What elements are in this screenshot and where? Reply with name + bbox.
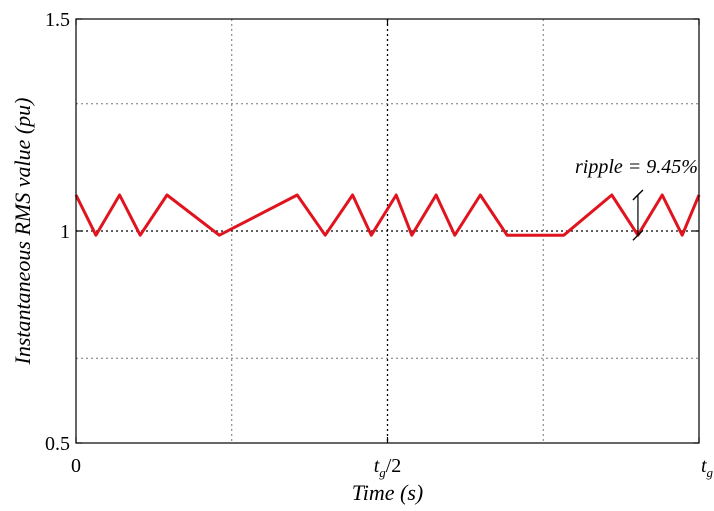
grid <box>76 19 699 443</box>
ticks: 0.5 1 1.5 0 tg/2 tg <box>45 9 714 480</box>
annotations: ripple = 9.45% <box>575 156 698 241</box>
y-axis-label: Instantaneous RMS value (pu) <box>10 98 35 366</box>
series-layer <box>74 193 701 237</box>
x-tick-label: 0 <box>71 455 81 477</box>
ripple-tick-bottom <box>632 229 644 241</box>
x-tick-label: tg/2 <box>374 455 402 480</box>
x-axis-label: Time (s) <box>352 480 424 505</box>
y-tick-label: 1 <box>60 221 70 243</box>
ripple-tick-top <box>632 189 644 201</box>
ripple-annotation: ripple = 9.45% <box>575 156 698 178</box>
x-tick-label: tg <box>701 455 714 480</box>
y-tick-label: 0.5 <box>45 433 70 455</box>
series-line <box>74 193 701 237</box>
y-tick-label: 1.5 <box>45 9 70 31</box>
